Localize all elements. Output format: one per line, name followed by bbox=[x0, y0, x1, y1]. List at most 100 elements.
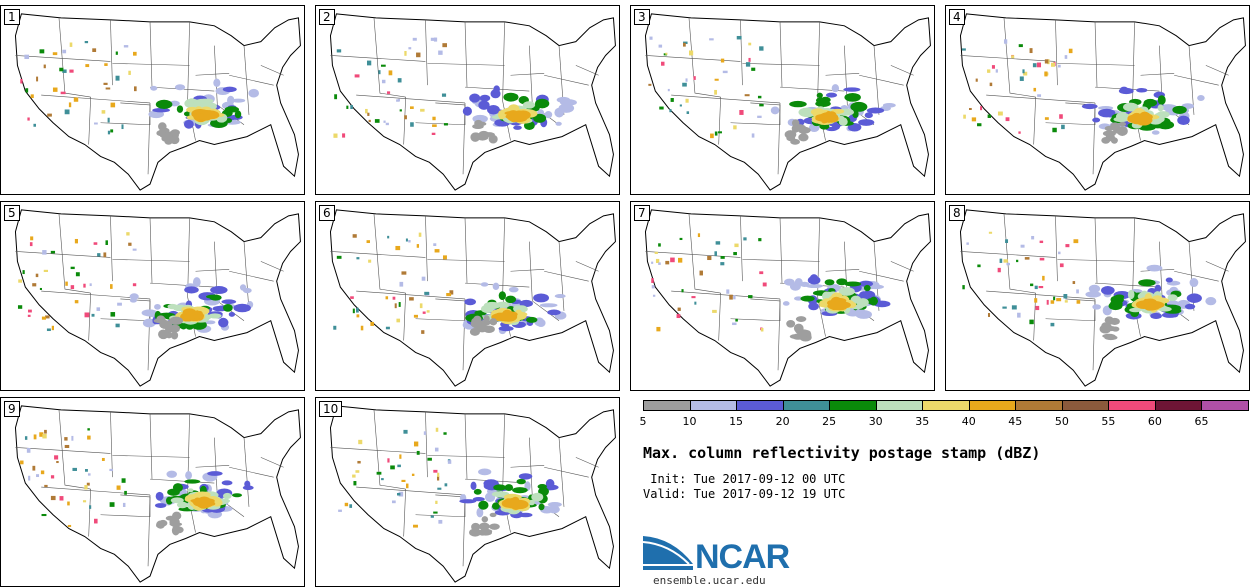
reflectivity-cell bbox=[864, 112, 873, 119]
coastline bbox=[644, 13, 931, 191]
state-boundary bbox=[777, 298, 781, 371]
state-boundary bbox=[1132, 21, 1135, 101]
reflectivity-cell bbox=[446, 293, 452, 297]
reflectivity-cell bbox=[539, 303, 558, 308]
reflectivity-cell bbox=[1020, 244, 1025, 248]
reflectivity-cell bbox=[493, 85, 500, 93]
reflectivity-cell bbox=[1165, 277, 1173, 283]
reflectivity-cell bbox=[404, 115, 407, 120]
reflectivity-cell bbox=[1184, 303, 1196, 310]
reflectivity-cell bbox=[172, 483, 183, 493]
reflectivity-cell bbox=[733, 125, 737, 130]
reflectivity-cell bbox=[850, 101, 868, 112]
member-number-label: 10 bbox=[319, 401, 343, 417]
reflectivity-cell bbox=[68, 102, 72, 108]
reflectivity-cell bbox=[480, 282, 489, 287]
state-boundary bbox=[100, 298, 151, 322]
state-boundary bbox=[1132, 217, 1135, 297]
member-number-label: 3 bbox=[634, 9, 650, 25]
reflectivity-cell bbox=[1047, 59, 1050, 65]
state-boundary bbox=[464, 21, 468, 88]
state-boundary bbox=[373, 17, 406, 98]
reflectivity-cell bbox=[346, 105, 349, 109]
reflectivity-cell bbox=[28, 475, 31, 481]
reflectivity-cell bbox=[1138, 279, 1156, 287]
state-boundary bbox=[510, 268, 545, 272]
state-boundary bbox=[529, 241, 533, 301]
reflectivity-cell bbox=[1044, 117, 1049, 120]
reflectivity-cell bbox=[1092, 304, 1101, 310]
state-boundary bbox=[825, 72, 860, 76]
reflectivity-cell bbox=[670, 98, 674, 102]
state-boundary bbox=[645, 55, 741, 62]
state-boundary bbox=[502, 413, 505, 493]
reflectivity-cell bbox=[155, 99, 173, 110]
reflectivity-cell bbox=[751, 133, 755, 138]
reflectivity-cell bbox=[352, 234, 357, 238]
coastline bbox=[644, 209, 931, 387]
reflectivity-cell bbox=[734, 243, 739, 248]
reflectivity-cell bbox=[1127, 116, 1146, 123]
reflectivity-cell bbox=[27, 314, 31, 317]
state-boundary bbox=[88, 293, 91, 341]
state-boundary bbox=[529, 45, 533, 105]
member-number-label: 2 bbox=[319, 9, 335, 25]
reflectivity-cell bbox=[72, 467, 77, 471]
reflectivity-cell bbox=[1065, 244, 1070, 248]
reflectivity-cell bbox=[170, 331, 179, 340]
reflectivity-cell bbox=[489, 512, 497, 518]
coastline bbox=[14, 13, 301, 191]
reflectivity-cell bbox=[470, 132, 481, 142]
reflectivity-cell bbox=[82, 500, 87, 503]
state-boundary bbox=[544, 270, 589, 282]
state-boundary bbox=[110, 19, 113, 86]
legend-tick-label: 45 bbox=[1008, 415, 1023, 428]
reflectivity-cell bbox=[1003, 259, 1008, 263]
reflectivity-cell bbox=[1011, 55, 1015, 59]
reflectivity-cell bbox=[397, 464, 401, 468]
reflectivity-cell bbox=[699, 270, 703, 276]
reflectivity-cell bbox=[115, 51, 118, 55]
reflectivity-cell bbox=[757, 95, 762, 99]
ncar-logo-text: NCAR bbox=[695, 538, 790, 576]
reflectivity-cell bbox=[1085, 291, 1102, 298]
member-number-label: 4 bbox=[949, 9, 965, 25]
reflectivity-cell bbox=[84, 469, 88, 472]
reflectivity-cell bbox=[1150, 312, 1162, 320]
state-boundary bbox=[15, 55, 111, 62]
reflectivity-cell bbox=[115, 323, 120, 328]
reflectivity-cell bbox=[733, 295, 736, 300]
state-boundary bbox=[558, 241, 565, 311]
reflectivity-cell bbox=[709, 38, 714, 41]
reflectivity-cell bbox=[401, 479, 406, 482]
reflectivity-cell bbox=[513, 125, 522, 130]
reflectivity-cell bbox=[1167, 294, 1178, 302]
state-boundary bbox=[110, 411, 113, 478]
reflectivity-cell bbox=[1018, 131, 1021, 134]
reflectivity-cell bbox=[438, 50, 443, 55]
reflectivity-cell bbox=[132, 248, 137, 251]
state-boundary bbox=[427, 63, 505, 66]
reflectivity-cell bbox=[385, 326, 390, 330]
reflectivity-cell bbox=[366, 60, 372, 66]
state-boundary bbox=[229, 270, 274, 282]
reflectivity-cell bbox=[109, 468, 114, 472]
state-boundary bbox=[575, 457, 599, 468]
reflectivity-cell bbox=[248, 88, 260, 98]
reflectivity-cell bbox=[449, 290, 454, 295]
state-boundary bbox=[575, 65, 599, 76]
state-boundary bbox=[195, 268, 230, 272]
reflectivity-cell bbox=[688, 50, 694, 56]
reflectivity-cell bbox=[73, 97, 79, 102]
reflectivity-cell bbox=[412, 37, 417, 41]
reflectivity-cell bbox=[27, 117, 30, 121]
reflectivity-cell bbox=[1118, 87, 1134, 95]
reflectivity-cell bbox=[103, 82, 108, 85]
reflectivity-cell bbox=[424, 291, 429, 295]
reflectivity-cell bbox=[836, 278, 848, 286]
reflectivity-cell bbox=[121, 478, 126, 483]
reflectivity-cell bbox=[435, 427, 439, 432]
coastline bbox=[329, 13, 616, 191]
reflectivity-cell bbox=[141, 309, 158, 317]
reflectivity-cell bbox=[790, 138, 801, 145]
